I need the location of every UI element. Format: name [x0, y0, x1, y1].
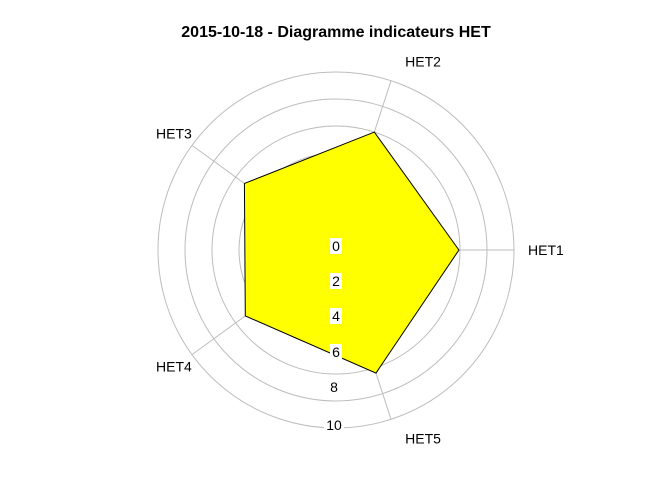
tick-label: 8: [330, 379, 338, 395]
tick-label: 10: [326, 417, 342, 433]
tick-label-bg: [328, 379, 340, 395]
tick-label-bg: [330, 344, 342, 360]
tick-label: 0: [332, 238, 340, 254]
axis-label-het4: HET4: [156, 358, 192, 374]
series-layer: [243, 131, 460, 374]
tick-label-bg: [330, 308, 342, 324]
axis-label-het5: HET5: [405, 430, 441, 446]
tick-label: 4: [332, 308, 340, 324]
tick-label-bg: [330, 273, 342, 289]
axis-label-het1: HET1: [528, 242, 564, 258]
axis-label-het3: HET3: [156, 126, 192, 142]
chart-title: 2015-10-18 - Diagramme indicateurs HET: [181, 24, 491, 41]
tick-label-bg: [330, 238, 342, 254]
series-polygon: [243, 131, 460, 374]
radial-tick-labels: 0 2 4 6 8 10: [324, 238, 344, 433]
tick-label: 2: [332, 273, 340, 289]
tick-label-bg: [324, 417, 344, 433]
tick-label: 6: [332, 344, 340, 360]
axis-label-het2: HET2: [405, 54, 441, 70]
axis-labels: HET1 HET2 HET3 HET4 HET5: [156, 54, 564, 447]
